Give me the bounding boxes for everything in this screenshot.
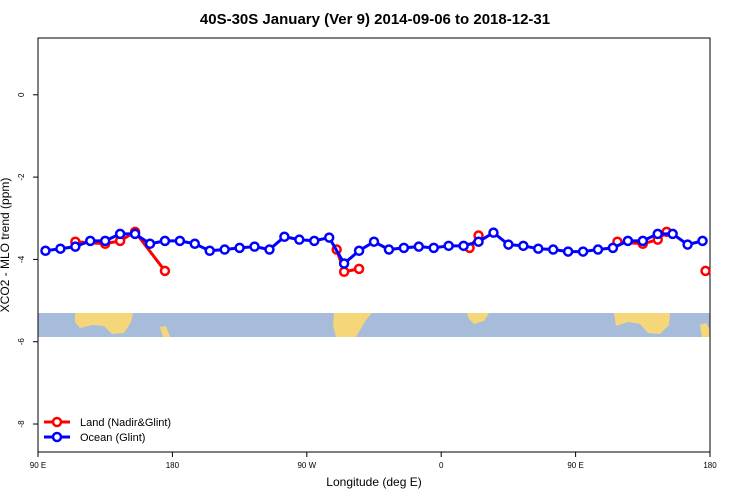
point — [622, 235, 634, 247]
point — [219, 244, 230, 255]
point — [607, 242, 619, 254]
point — [174, 235, 186, 247]
y-tick-label: -6 — [17, 338, 26, 346]
point — [204, 245, 215, 257]
point — [533, 243, 544, 254]
x-tick-label: 180 — [703, 461, 717, 470]
point — [234, 242, 245, 254]
point — [518, 240, 529, 252]
point — [443, 240, 454, 252]
plot-frame — [37, 37, 711, 453]
point — [85, 235, 96, 247]
point — [458, 240, 469, 252]
point — [159, 265, 171, 277]
landmass — [614, 313, 670, 334]
x-tick-label: 90 E — [30, 461, 46, 470]
y-axis-label: XCO2 - MLO trend (ppm) — [0, 178, 12, 313]
point — [129, 228, 141, 240]
point — [428, 242, 439, 254]
landmass — [160, 326, 170, 337]
point — [637, 235, 649, 247]
point — [338, 266, 350, 277]
y-tick-label: 0 — [17, 92, 26, 97]
landmass — [700, 323, 710, 337]
point — [682, 239, 693, 250]
map-strip — [38, 313, 710, 337]
point — [353, 263, 365, 275]
legend-marker — [51, 416, 63, 428]
point — [264, 244, 275, 255]
point — [503, 239, 514, 250]
point — [294, 234, 305, 245]
point — [338, 258, 350, 269]
point — [99, 235, 111, 247]
x-axis-label: Longitude (deg E) — [326, 475, 421, 489]
point — [189, 238, 201, 250]
point — [488, 227, 499, 238]
point — [114, 228, 126, 240]
point — [697, 235, 708, 247]
point — [279, 231, 290, 243]
point — [323, 232, 335, 243]
x-tick-label: 0 — [439, 461, 444, 470]
point — [652, 228, 663, 240]
point — [383, 244, 395, 255]
legend-label: Land (Nadir&Glint) — [80, 417, 171, 429]
point — [473, 236, 484, 247]
y-tick-label: -4 — [17, 255, 26, 263]
landmass — [333, 313, 372, 337]
point — [547, 244, 559, 255]
point — [398, 242, 410, 254]
legend-marker — [51, 431, 63, 443]
point — [159, 235, 171, 247]
point — [667, 228, 678, 240]
point — [309, 235, 320, 247]
point — [70, 241, 81, 252]
point — [413, 241, 425, 252]
point — [353, 245, 365, 257]
y-tick-label: -8 — [17, 420, 26, 428]
point — [40, 245, 51, 257]
x-tick-label: 180 — [166, 461, 180, 470]
x-tick-label: 90 E — [567, 461, 583, 470]
ocean-band — [38, 313, 710, 337]
x-tick-label: 90 W — [297, 461, 316, 470]
point — [55, 243, 66, 254]
point — [562, 246, 574, 257]
y-tick-label: -2 — [17, 173, 26, 181]
landmass — [75, 313, 133, 334]
point — [368, 236, 380, 247]
legend-label: Ocean (Glint) — [80, 432, 145, 444]
point — [144, 238, 156, 250]
landmass — [467, 313, 489, 324]
point — [249, 241, 260, 252]
point — [592, 244, 604, 255]
point — [577, 246, 589, 257]
chart-title: 40S-30S January (Ver 9) 2014-09-06 to 20… — [200, 11, 550, 28]
point — [700, 265, 711, 277]
